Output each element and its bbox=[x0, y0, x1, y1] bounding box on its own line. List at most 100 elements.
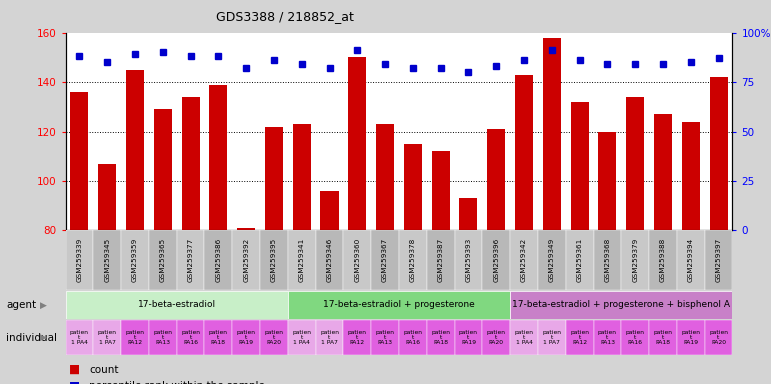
Text: ■: ■ bbox=[69, 363, 80, 376]
Text: GSM259377: GSM259377 bbox=[187, 238, 194, 282]
Text: percentile rank within the sample: percentile rank within the sample bbox=[89, 381, 265, 384]
Text: GSM259378: GSM259378 bbox=[410, 238, 416, 282]
Text: patien
t
1 PA7: patien t 1 PA7 bbox=[320, 330, 339, 345]
Bar bbox=[204, 320, 232, 355]
Bar bbox=[288, 291, 510, 319]
Bar bbox=[181, 97, 200, 230]
Bar bbox=[571, 102, 588, 230]
Text: patien
t
PA18: patien t PA18 bbox=[431, 330, 450, 345]
Text: patien
t
1 PA4: patien t 1 PA4 bbox=[292, 330, 311, 345]
Bar bbox=[538, 320, 566, 355]
Text: patien
t
PA18: patien t PA18 bbox=[209, 330, 228, 345]
Text: GSM259346: GSM259346 bbox=[327, 238, 332, 282]
Text: patien
t
PA20: patien t PA20 bbox=[709, 330, 728, 345]
Bar bbox=[371, 230, 399, 290]
Text: 17-beta-estradiol: 17-beta-estradiol bbox=[138, 300, 216, 310]
Text: GSM259387: GSM259387 bbox=[438, 238, 443, 282]
Text: 17-beta-estradiol + progesterone: 17-beta-estradiol + progesterone bbox=[323, 300, 475, 310]
Bar bbox=[427, 230, 455, 290]
Text: patien
t
PA19: patien t PA19 bbox=[682, 330, 700, 345]
Bar bbox=[149, 230, 177, 290]
Text: 17-beta-estradiol + progesterone + bisphenol A: 17-beta-estradiol + progesterone + bisph… bbox=[512, 300, 730, 310]
Bar bbox=[153, 109, 172, 230]
Text: GSM259367: GSM259367 bbox=[382, 238, 388, 282]
Text: patien
t
1 PA7: patien t 1 PA7 bbox=[542, 330, 561, 345]
Text: individual: individual bbox=[6, 333, 57, 343]
Bar bbox=[709, 77, 728, 230]
Bar bbox=[515, 74, 533, 230]
Text: GSM259388: GSM259388 bbox=[660, 238, 666, 282]
Bar bbox=[399, 320, 427, 355]
Bar bbox=[460, 198, 477, 230]
Bar bbox=[66, 320, 93, 355]
Bar bbox=[177, 230, 204, 290]
Text: GSM259396: GSM259396 bbox=[493, 238, 500, 282]
Bar bbox=[677, 230, 705, 290]
Bar bbox=[538, 230, 566, 290]
Text: patien
t
PA13: patien t PA13 bbox=[375, 330, 395, 345]
Bar bbox=[210, 84, 227, 230]
Text: GSM259386: GSM259386 bbox=[215, 238, 221, 282]
Bar bbox=[149, 320, 177, 355]
Bar bbox=[705, 230, 732, 290]
Bar bbox=[654, 114, 672, 230]
Bar bbox=[288, 320, 315, 355]
Text: GSM259392: GSM259392 bbox=[243, 238, 249, 282]
Text: GSM259349: GSM259349 bbox=[549, 238, 555, 282]
Bar bbox=[315, 320, 343, 355]
Text: GSM259394: GSM259394 bbox=[688, 238, 694, 282]
Bar bbox=[566, 230, 594, 290]
Text: GSM259361: GSM259361 bbox=[577, 238, 583, 282]
Bar bbox=[399, 230, 427, 290]
Bar bbox=[404, 144, 422, 230]
Bar bbox=[621, 320, 649, 355]
Bar bbox=[598, 131, 617, 230]
Bar bbox=[510, 291, 732, 319]
Text: GSM259365: GSM259365 bbox=[160, 238, 166, 282]
Text: patien
t
PA16: patien t PA16 bbox=[181, 330, 200, 345]
Bar bbox=[594, 230, 621, 290]
Bar bbox=[594, 320, 621, 355]
Text: patien
t
PA19: patien t PA19 bbox=[237, 330, 256, 345]
Bar bbox=[177, 320, 204, 355]
Text: agent: agent bbox=[6, 300, 36, 310]
Text: ▶: ▶ bbox=[40, 333, 47, 342]
Bar bbox=[66, 230, 93, 290]
Bar bbox=[455, 230, 483, 290]
Bar bbox=[543, 38, 561, 230]
Text: patien
t
PA13: patien t PA13 bbox=[598, 330, 617, 345]
Text: patien
t
PA19: patien t PA19 bbox=[459, 330, 478, 345]
Text: patien
t
PA16: patien t PA16 bbox=[626, 330, 645, 345]
Bar bbox=[93, 230, 121, 290]
Text: patien
t
PA18: patien t PA18 bbox=[654, 330, 672, 345]
Text: patien
t
PA12: patien t PA12 bbox=[570, 330, 589, 345]
Text: GDS3388 / 218852_at: GDS3388 / 218852_at bbox=[217, 10, 354, 23]
Text: GSM259360: GSM259360 bbox=[355, 238, 360, 282]
Text: GSM259345: GSM259345 bbox=[104, 238, 110, 282]
Text: patien
t
1 PA7: patien t 1 PA7 bbox=[98, 330, 116, 345]
Text: patien
t
PA20: patien t PA20 bbox=[264, 330, 284, 345]
Text: ▶: ▶ bbox=[40, 300, 47, 310]
Bar bbox=[376, 124, 394, 230]
Bar bbox=[510, 320, 538, 355]
Bar bbox=[348, 57, 366, 230]
Bar bbox=[483, 320, 510, 355]
Text: GSM259368: GSM259368 bbox=[604, 238, 611, 282]
Bar bbox=[371, 320, 399, 355]
Text: ■: ■ bbox=[69, 379, 80, 384]
Bar bbox=[621, 230, 649, 290]
Text: patien
t
PA13: patien t PA13 bbox=[153, 330, 172, 345]
Text: GSM259395: GSM259395 bbox=[271, 238, 277, 282]
Bar bbox=[427, 320, 455, 355]
Bar bbox=[626, 97, 645, 230]
Text: patien
t
PA16: patien t PA16 bbox=[403, 330, 423, 345]
Bar bbox=[649, 320, 677, 355]
Bar bbox=[432, 151, 449, 230]
Bar bbox=[343, 230, 371, 290]
Bar bbox=[293, 124, 311, 230]
Bar bbox=[260, 320, 288, 355]
Bar bbox=[93, 320, 121, 355]
Bar bbox=[66, 291, 288, 319]
Bar bbox=[121, 320, 149, 355]
Bar bbox=[204, 230, 232, 290]
